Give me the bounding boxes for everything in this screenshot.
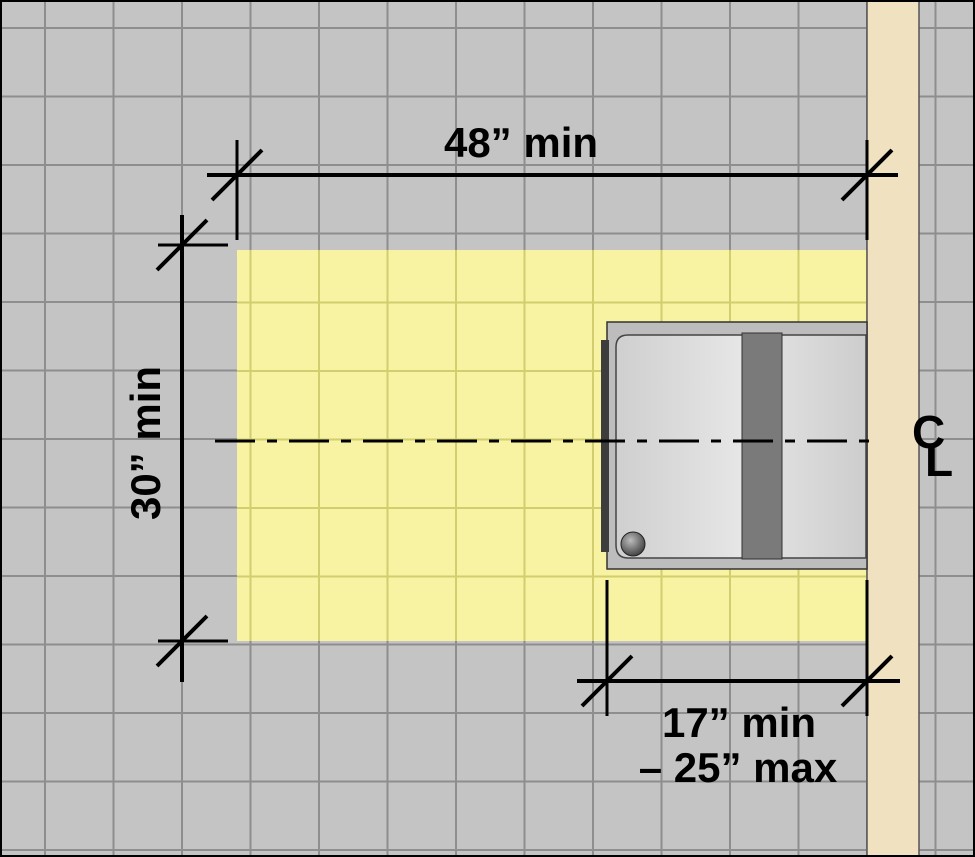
- offset-dimension: 17” min – 25” max: [577, 580, 900, 791]
- offset-dimension-label-max: – 25” max: [639, 744, 838, 791]
- depth-tick-bottom: [155, 614, 209, 668]
- width-tick-right: [840, 148, 894, 202]
- water-closet-fixture: [601, 321, 868, 570]
- flush-bar: [741, 332, 783, 560]
- fixture-front-edge: [601, 340, 609, 552]
- depth-dimension-label: 30” min: [122, 366, 169, 520]
- depth-tick-top: [155, 218, 209, 272]
- width-tick-left: [210, 148, 264, 202]
- centerline-label-c: C: [912, 406, 945, 458]
- offset-tick-right: [840, 654, 894, 708]
- centerline-label-l: L: [925, 434, 953, 486]
- flush-knob-icon: [620, 531, 646, 557]
- offset-dimension-label-min: 17” min: [662, 699, 816, 746]
- fixture-bowl: [615, 334, 867, 559]
- width-dimension-label: 48” min: [444, 119, 598, 166]
- depth-dimension: 30” min: [122, 215, 228, 682]
- width-dimension: 48” min: [207, 119, 898, 240]
- offset-tick-left: [580, 654, 634, 708]
- wall-partition: [866, 0, 920, 857]
